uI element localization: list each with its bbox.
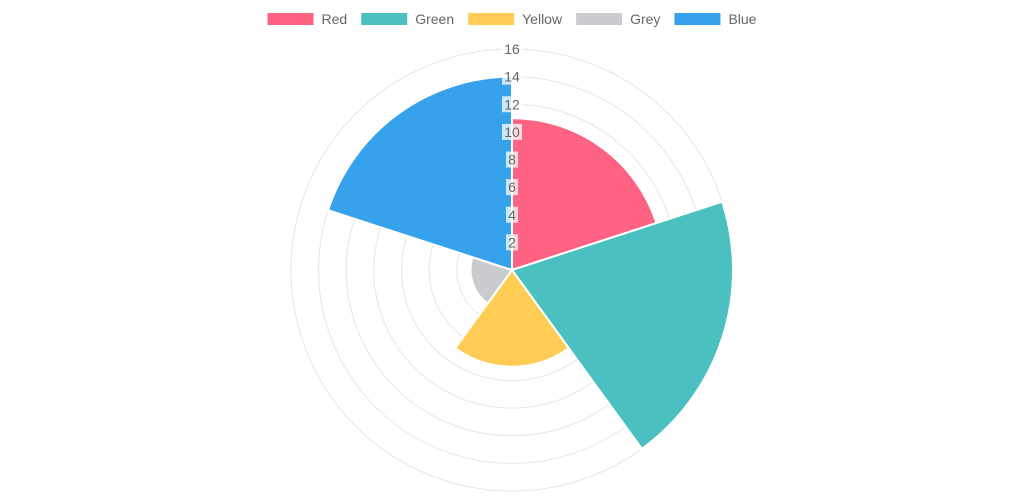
segments — [326, 75, 734, 451]
legend-label: Yellow — [522, 11, 563, 27]
tick-backdrop — [502, 96, 522, 113]
tick-2: 2 — [506, 234, 518, 251]
tick-backdrop — [506, 151, 518, 168]
tick-8: 8 — [506, 151, 518, 168]
legend-swatch — [576, 13, 623, 25]
legend-swatch — [674, 13, 721, 25]
tick-label: 2 — [508, 234, 516, 250]
legend-label: Green — [415, 11, 454, 27]
tick-backdrop — [502, 68, 522, 85]
legend-label: Grey — [630, 11, 660, 27]
tick-label: 8 — [508, 152, 516, 168]
tick-label: 16 — [504, 41, 520, 57]
segment-red[interactable] — [511, 117, 658, 272]
legend-item-blue[interactable]: Blue — [674, 11, 757, 27]
tick-16: 16 — [502, 41, 522, 57]
tick-6: 6 — [506, 179, 518, 196]
tick-backdrop — [506, 179, 518, 196]
legend-swatch — [468, 13, 515, 25]
tick-14: 14 — [502, 68, 522, 85]
tick-label: 6 — [508, 179, 516, 195]
legend-swatch — [267, 13, 314, 25]
tick-backdrop — [502, 123, 522, 140]
legend: Red Green Yellow Grey Blue — [267, 11, 757, 27]
tick-backdrop — [506, 206, 518, 223]
legend-label: Red — [322, 11, 348, 27]
tick-label: 4 — [508, 207, 516, 223]
tick-10: 10 — [502, 123, 522, 140]
tick-backdrop — [506, 234, 518, 251]
tick-label: 14 — [504, 69, 520, 85]
tick-12: 12 — [502, 96, 522, 113]
segment-grey[interactable] — [469, 255, 514, 305]
tick-label: 10 — [504, 124, 520, 140]
tick-label: 12 — [504, 96, 520, 112]
segment-blue[interactable] — [326, 75, 513, 272]
radial-ticks: 2 4 6 8 10 12 14 16 — [502, 41, 522, 251]
tick-backdrop — [502, 41, 522, 57]
legend-item-red[interactable]: Red — [267, 11, 348, 27]
segment-yellow[interactable] — [453, 268, 571, 368]
legend-item-green[interactable]: Green — [361, 11, 454, 27]
legend-item-yellow[interactable]: Yellow — [468, 11, 563, 27]
legend-item-grey[interactable]: Grey — [576, 11, 660, 27]
tick-4: 4 — [506, 206, 518, 223]
legend-label: Blue — [728, 11, 756, 27]
segment-green[interactable] — [510, 200, 734, 451]
legend-swatch — [361, 13, 408, 25]
